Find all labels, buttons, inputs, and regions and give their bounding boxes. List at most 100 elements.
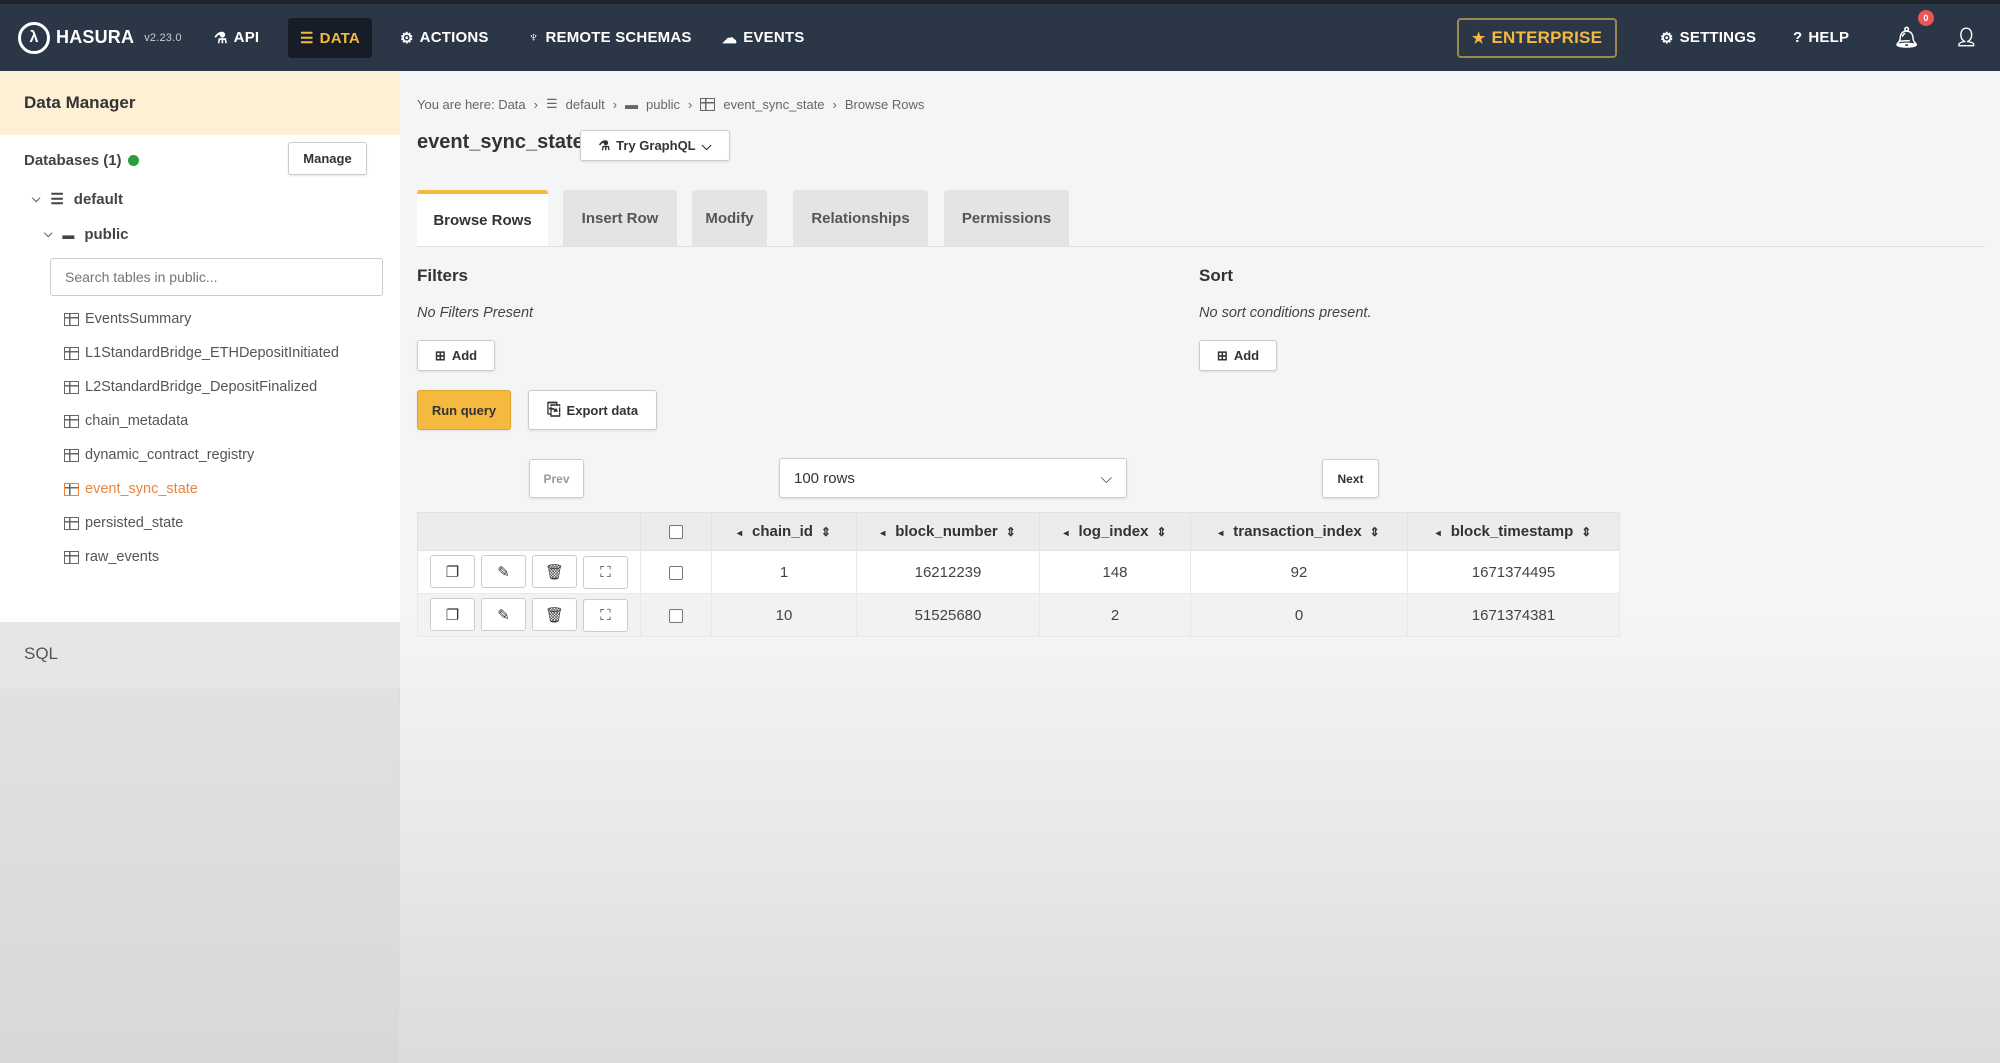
page-title: event_sync_state: [417, 131, 584, 153]
table-cell[interactable]: 51525680: [856, 593, 1040, 637]
column-header[interactable]: ◂ transaction_index ⇕: [1190, 512, 1408, 551]
clone-row-button[interactable]: ❐: [430, 555, 475, 589]
table-cell[interactable]: 16212239: [856, 550, 1040, 594]
table-cell[interactable]: 148: [1039, 550, 1191, 594]
table-cell[interactable]: 1: [711, 550, 857, 594]
column-header[interactable]: ◂ block_number ⇕: [856, 512, 1040, 551]
sidebar-table-item[interactable]: raw_events: [64, 549, 159, 565]
caret-left-icon[interactable]: ◂: [1218, 528, 1224, 539]
clone-row-button[interactable]: ❐: [430, 598, 475, 632]
breadcrumb-public[interactable]: public: [646, 96, 681, 112]
prev-page-button[interactable]: Prev: [529, 459, 584, 498]
tab-browse-rows[interactable]: Browse Rows: [417, 190, 548, 246]
caret-left-icon[interactable]: ◂: [737, 528, 743, 539]
row-checkbox[interactable]: [669, 608, 683, 623]
notifications-button[interactable]: 🔔︎ 0: [1894, 4, 1934, 71]
rows-per-page-select[interactable]: 100 rows ⌵: [779, 458, 1127, 498]
bell-icon: 🔔︎: [1894, 27, 1920, 49]
table-cell[interactable]: 92: [1190, 550, 1408, 594]
run-query-button[interactable]: Run query: [417, 390, 511, 430]
tab-permissions[interactable]: Permissions: [944, 190, 1069, 246]
chevron-down-icon: ⌵: [1100, 469, 1112, 487]
export-data-button[interactable]: ⎘ Export data: [528, 390, 657, 430]
filters-empty: No Filters Present: [417, 305, 534, 321]
nav-events[interactable]: ☁ EVENTS: [722, 29, 805, 47]
tab-insert-row[interactable]: Insert Row: [563, 190, 677, 246]
sidebar-table-item[interactable]: event_sync_state: [64, 481, 198, 497]
add-sort-button[interactable]: ⊞ Add: [1199, 340, 1277, 371]
table-cell[interactable]: 10: [711, 593, 857, 637]
cloud-icon: ☁: [722, 29, 738, 47]
nav-api[interactable]: ⚗ API: [214, 29, 260, 47]
sidebar-sql[interactable]: SQL: [0, 622, 400, 688]
search-tables-input[interactable]: [50, 258, 383, 296]
table-icon: [64, 448, 79, 462]
breadcrumb-data[interactable]: You are here: Data: [417, 96, 526, 112]
sort-icon[interactable]: ⇕: [1005, 525, 1016, 539]
breadcrumb-default[interactable]: default: [565, 96, 605, 112]
star-icon: ★: [1471, 30, 1486, 47]
edit-row-button[interactable]: ✎: [481, 598, 526, 632]
row-select: [640, 550, 712, 594]
sidebar-table-item[interactable]: L1StandardBridge_ETHDepositInitiated: [64, 345, 339, 361]
chevron-right-icon: ›: [533, 96, 538, 112]
nav-help[interactable]: ? HELP: [1793, 29, 1850, 46]
tree-schema-public[interactable]: ⌵ ▬ public: [44, 226, 129, 243]
add-filter-button[interactable]: ⊞ Add: [417, 340, 495, 371]
table-cell[interactable]: 2: [1039, 593, 1191, 637]
try-graphql-button[interactable]: ⚗ Try GraphQL ⌵: [580, 130, 730, 161]
nav-remote-schemas[interactable]: ♆ REMOTE SCHEMAS: [528, 29, 692, 46]
row-checkbox[interactable]: [669, 565, 683, 580]
sidebar-table-item[interactable]: persisted_state: [64, 515, 183, 531]
chevron-down-icon: ⌵: [32, 192, 41, 205]
table-icon: [64, 482, 79, 496]
chevron-down-icon: ⌵: [44, 228, 53, 240]
nav-settings[interactable]: ⚙ SETTINGS: [1660, 29, 1757, 47]
breadcrumb: You are here: Data › ☰ default › ▬ public › e…: [417, 96, 924, 112]
sidebar-table-item[interactable]: EventsSummary: [64, 311, 191, 327]
breadcrumb-table[interactable]: event_sync_state: [723, 96, 825, 112]
tab-relationships[interactable]: Relationships: [793, 190, 928, 246]
sidebar-title: Data Manager: [0, 71, 400, 135]
manage-button[interactable]: Manage: [288, 142, 367, 175]
caret-left-icon[interactable]: ◂: [1063, 528, 1069, 539]
caret-left-icon[interactable]: ◂: [1435, 528, 1441, 539]
column-header[interactable]: ◂ chain_id ⇕: [711, 512, 857, 551]
sidebar-table-item[interactable]: L2StandardBridge_DepositFinalized: [64, 379, 317, 395]
delete-row-button[interactable]: 🗑︎: [532, 598, 577, 632]
row-actions: ❐ ✎ 🗑︎ ⛶: [417, 593, 641, 637]
data-table: ◂ chain_id ⇕ ◂ block_number ⇕ ◂ log_index ⇕ ◂ tran…: [417, 512, 1620, 637]
tree-db-default[interactable]: ⌵ ☰ default: [32, 190, 123, 209]
chevron-right-icon: ›: [688, 96, 693, 112]
sort-icon[interactable]: ⇕: [820, 525, 831, 539]
caret-left-icon[interactable]: ◂: [880, 528, 886, 539]
sort-icon[interactable]: ⇕: [1581, 525, 1592, 539]
column-header[interactable]: ◂ block_timestamp ⇕: [1407, 512, 1620, 551]
table-cell[interactable]: 1671374381: [1407, 593, 1620, 637]
delete-row-button[interactable]: 🗑︎: [532, 555, 577, 589]
table-icon: [700, 97, 716, 111]
user-menu[interactable]: 👤︎: [1955, 4, 1978, 71]
database-icon: ☰: [300, 30, 314, 47]
column-header[interactable]: ◂ log_index ⇕: [1039, 512, 1191, 551]
nav-actions[interactable]: ⚙ ACTIONS: [400, 29, 489, 47]
hasura-logo[interactable]: λ HASURA v2.23.0: [18, 4, 182, 71]
table-cell[interactable]: 1671374495: [1407, 550, 1620, 594]
sort-icon[interactable]: ⇕: [1156, 525, 1167, 539]
actions-header: [417, 512, 641, 551]
sort-icon[interactable]: ⇕: [1369, 525, 1380, 539]
sidebar-table-item[interactable]: chain_metadata: [64, 413, 188, 429]
table-cell[interactable]: 0: [1190, 593, 1408, 637]
flask-icon: ⚗: [598, 137, 611, 153]
table-icon: [64, 516, 79, 530]
sidebar-table-item[interactable]: dynamic_contract_registry: [64, 447, 254, 463]
next-page-button[interactable]: Next: [1322, 459, 1379, 498]
tab-modify[interactable]: Modify: [692, 190, 767, 246]
select-all-checkbox[interactable]: [669, 525, 683, 540]
database-icon: ☰: [50, 191, 64, 208]
enterprise-button[interactable]: ★ ENTERPRISE: [1457, 18, 1617, 58]
edit-row-button[interactable]: ✎: [481, 555, 526, 589]
expand-row-button[interactable]: ⛶: [583, 555, 628, 589]
expand-row-button[interactable]: ⛶: [583, 598, 628, 632]
nav-data[interactable]: ☰ DATA: [288, 18, 372, 58]
